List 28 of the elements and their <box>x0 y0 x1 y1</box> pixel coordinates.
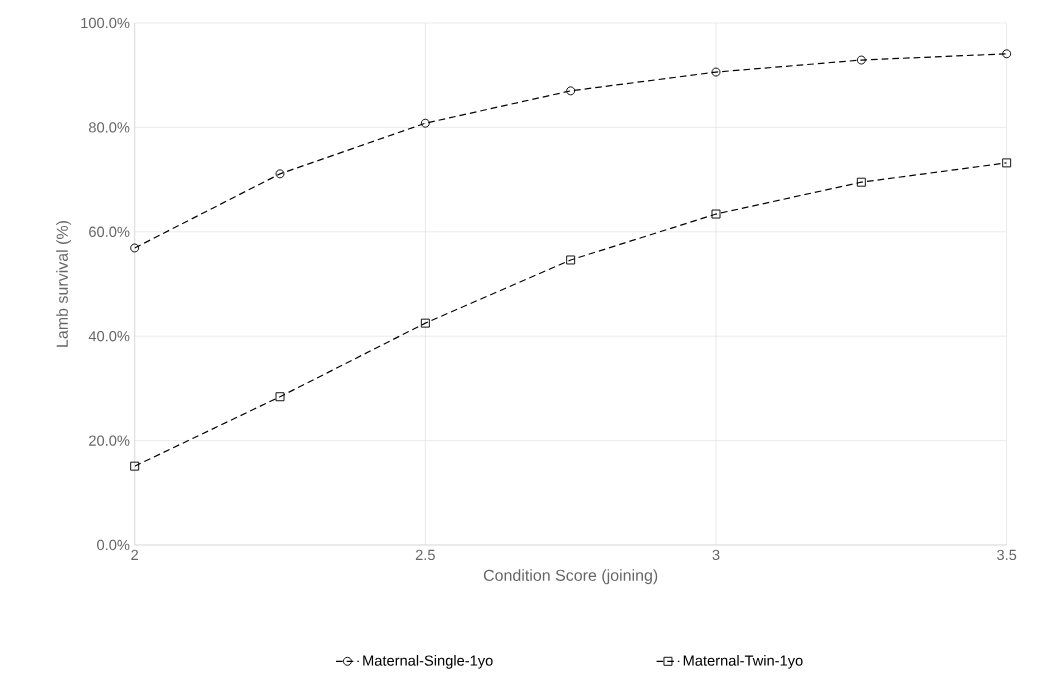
x-tick-label: 3.5 <box>997 549 1017 561</box>
point <box>130 243 140 253</box>
y-tick-label: 100.0% <box>81 17 130 29</box>
point <box>1002 158 1012 168</box>
point <box>1002 49 1012 59</box>
legend-label: Maternal-Twin-1yo <box>683 654 803 669</box>
y-tick-label: 80.0% <box>89 122 130 133</box>
y-tick-label: 60.0% <box>89 226 130 237</box>
point <box>711 67 721 77</box>
legend-label: Maternal-Single-1yo <box>363 654 493 669</box>
point <box>711 209 721 219</box>
y-tick-label: 40.0% <box>88 331 130 342</box>
x-axis-title: Condition Score (joining) <box>483 569 658 585</box>
point <box>275 392 285 402</box>
point <box>420 318 430 328</box>
point <box>130 461 140 471</box>
point <box>275 169 285 179</box>
x-tick-label: 2.5 <box>415 549 435 561</box>
y-tick-label: 0.0% <box>97 539 130 551</box>
x-tick-label: 3 <box>712 549 720 561</box>
y-axis-title: Lamb survival (%) <box>56 221 72 347</box>
x-tick-label: 2 <box>131 549 139 560</box>
y-tick-label: 20.0% <box>89 435 130 446</box>
point <box>566 255 576 265</box>
point <box>856 177 866 187</box>
point <box>856 55 866 65</box>
point <box>420 118 430 128</box>
point <box>566 86 576 96</box>
